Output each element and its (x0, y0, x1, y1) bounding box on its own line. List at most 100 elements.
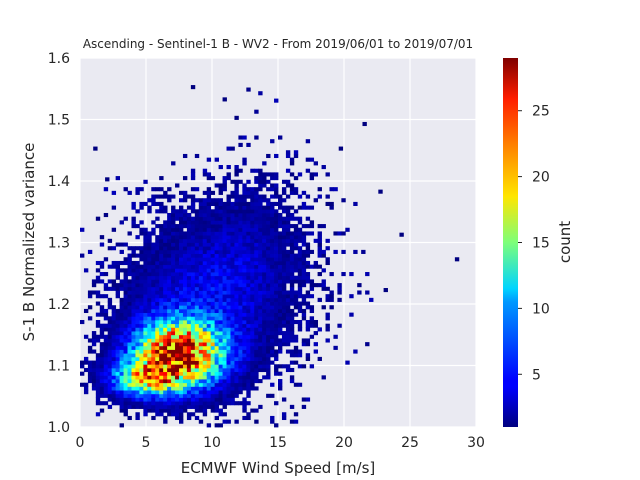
heatmap-cell (107, 316, 113, 321)
heatmap-cell (285, 297, 291, 302)
heatmap-cell (167, 342, 172, 347)
heatmap-cell (91, 283, 97, 288)
heatmap-cell (83, 382, 89, 387)
heatmap-cell (155, 260, 160, 266)
heatmap-cell (159, 393, 164, 398)
heatmap-cell (139, 312, 144, 317)
heatmap-cell (305, 216, 311, 221)
heatmap-cell (226, 201, 231, 206)
heatmap-cell (206, 209, 212, 214)
heatmap-cell (214, 246, 219, 251)
heatmap-cell (250, 268, 255, 273)
heatmap-cell (139, 379, 144, 384)
heatmap-cell (182, 294, 188, 299)
heatmap-cell (297, 382, 303, 387)
heatmap-cell (167, 198, 172, 203)
heatmap-cell (230, 257, 235, 262)
heatmap-cell (147, 338, 152, 343)
heatmap-cell (202, 308, 208, 314)
heatmap-cell (135, 345, 140, 350)
heatmap-cell (179, 301, 184, 306)
heatmap-cell (87, 379, 93, 384)
heatmap-cell (317, 356, 322, 361)
heatmap-cell (159, 209, 164, 214)
heatmap-cell (167, 338, 172, 343)
heatmap-cell (163, 190, 168, 195)
heatmap-cell (210, 331, 216, 336)
heatmap-cell (238, 382, 243, 387)
heatmap-cell (171, 235, 176, 240)
heatmap-cell (182, 242, 188, 247)
heatmap-cell (163, 349, 168, 354)
heatmap-cell (95, 260, 101, 266)
heatmap-cell (182, 327, 188, 332)
heatmap-cell (230, 216, 235, 221)
heatmap-cell (293, 260, 299, 266)
heatmap-cell (155, 386, 160, 391)
heatmap-cell (242, 308, 247, 314)
heatmap-cell (285, 327, 291, 332)
heatmap-cell (111, 353, 117, 358)
heatmap-cell (278, 308, 283, 314)
heatmap-cell (159, 205, 164, 210)
heatmap-cell (234, 272, 239, 277)
heatmap-cell (242, 220, 247, 225)
heatmap-cell (131, 275, 136, 280)
heatmap-cell (254, 216, 259, 221)
heatmap-cell (202, 353, 208, 358)
heatmap-cell (206, 216, 212, 221)
heatmap-cell (202, 190, 208, 195)
heatmap-cell (278, 364, 283, 369)
heatmap-cell (258, 367, 263, 373)
heatmap-cell (281, 231, 287, 236)
heatmap-cell (293, 382, 299, 387)
heatmap-cell (278, 275, 283, 280)
heatmap-cell (325, 312, 330, 317)
heatmap-cell (111, 279, 117, 284)
heatmap-cell (167, 249, 172, 254)
heatmap-cell (190, 176, 196, 181)
heatmap-cell (210, 364, 216, 369)
heatmap-cell (230, 205, 235, 210)
heatmap-cell (80, 227, 85, 232)
heatmap-cell (139, 382, 144, 387)
y-tick-label: 1.5 (48, 113, 70, 129)
heatmap-cell (107, 393, 113, 398)
heatmap-cell (218, 260, 223, 266)
heatmap-cell (305, 260, 311, 266)
heatmap-cell (266, 205, 271, 210)
heatmap-cell (163, 375, 168, 380)
heatmap-cell (182, 345, 188, 350)
heatmap-cell (95, 279, 101, 284)
heatmap-cell (281, 334, 287, 339)
heatmap-cell (266, 331, 271, 336)
heatmap-cell (230, 386, 235, 391)
heatmap-cell (234, 172, 239, 177)
heatmap-cell (198, 305, 204, 310)
heatmap-cell (214, 205, 219, 210)
heatmap-cell (278, 260, 283, 266)
heatmap-cell (246, 401, 251, 406)
heatmap-cell (222, 235, 227, 240)
heatmap-cell (182, 316, 188, 321)
heatmap-cell (206, 275, 212, 280)
heatmap-cell (242, 353, 247, 358)
heatmap-cell (143, 371, 148, 376)
heatmap-cell (159, 227, 164, 232)
heatmap-cell (329, 305, 334, 310)
heatmap-cell (250, 312, 255, 317)
heatmap-cell (139, 331, 144, 336)
heatmap-cell (190, 249, 196, 254)
heatmap-cell (115, 401, 120, 406)
heatmap-cell (175, 242, 180, 247)
heatmap-cell (159, 268, 164, 273)
heatmap-cell (230, 319, 235, 325)
heatmap-cell (139, 349, 144, 354)
heatmap-cell (151, 316, 156, 321)
heatmap-cell (194, 253, 200, 258)
heatmap-cell (194, 356, 200, 361)
heatmap-cell (226, 345, 231, 350)
heatmap-cell (175, 334, 180, 339)
heatmap-cell (123, 375, 128, 380)
heatmap-cell (151, 345, 156, 350)
